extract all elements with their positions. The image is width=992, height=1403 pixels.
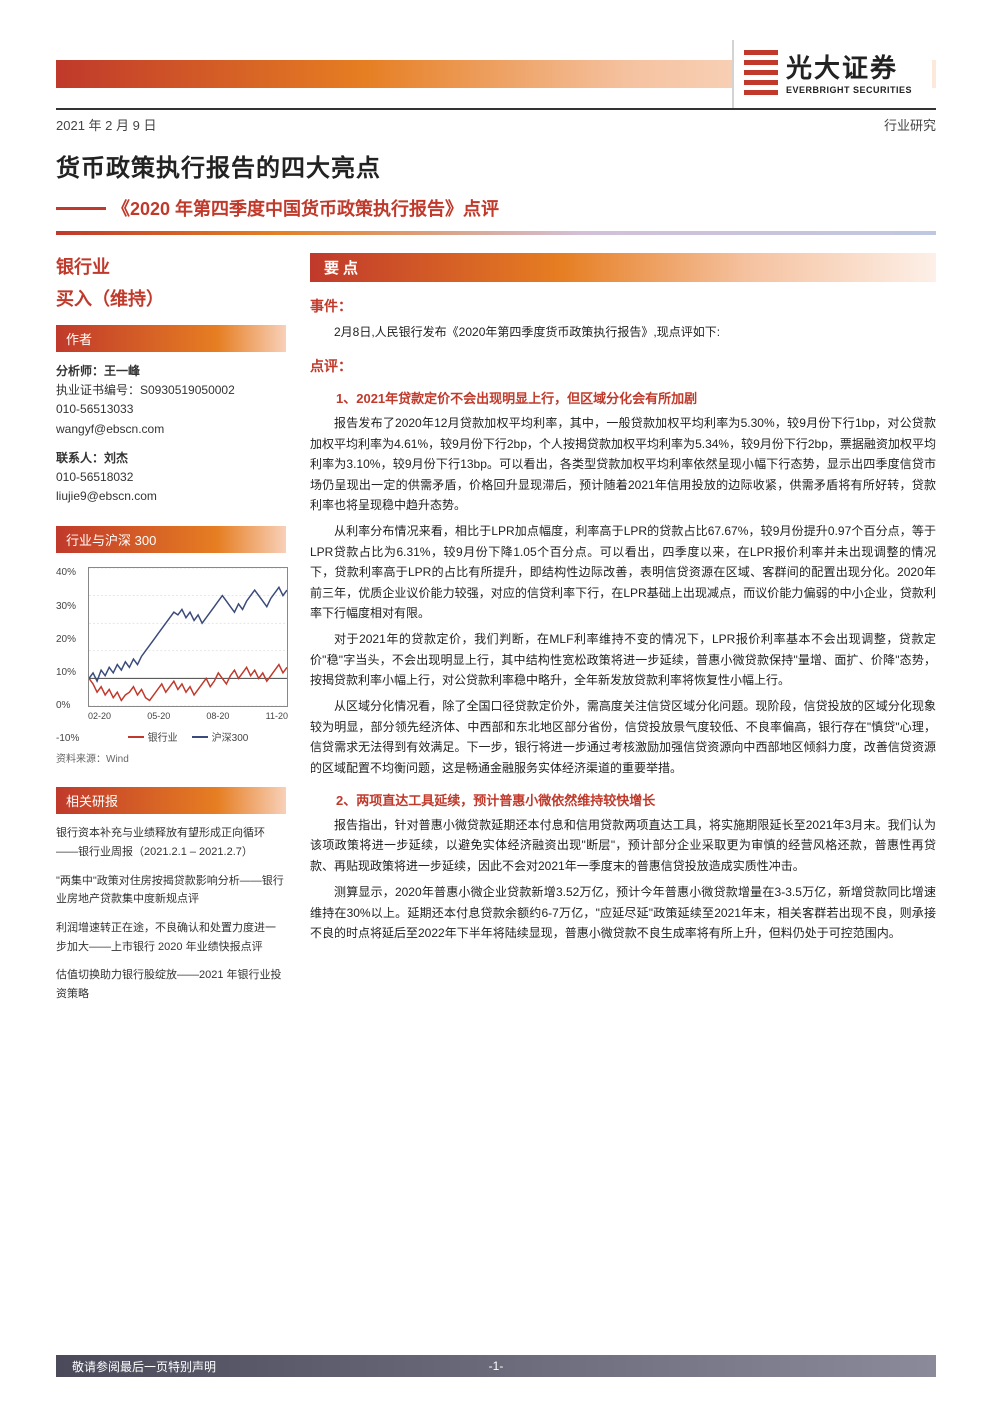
company-logo: 光大证券 EVERBRIGHT SECURITIES <box>732 40 932 110</box>
keypoints-bar: 要点 <box>310 253 936 282</box>
comment-label: 点评： <box>310 356 936 376</box>
rating-label: 买入（维持） <box>56 285 286 311</box>
logo-glyph-icon <box>744 50 778 100</box>
body-paragraph: 对于2021年的贷款定价，我们判断，在MLF利率维持不变的情况下，LPR报价利率… <box>310 629 936 690</box>
event-text: 2月8日,人民银行发布《2020年第四季度货币政策执行报告》,现点评如下: <box>310 322 936 342</box>
industry-label: 银行业 <box>56 253 286 279</box>
logo-text-cn: 光大证券 <box>786 55 912 81</box>
body-paragraph: 从区域分化情况看，除了全国口径贷款定价外，需高度关注信贷区域分化问题。现阶段，信… <box>310 696 936 778</box>
sidebar: 银行业 买入（维持） 作者 分析师：王一峰执业证书编号：S09305190500… <box>56 253 286 1014</box>
footer-page-number: -1- <box>489 1355 504 1377</box>
report-title: 货币政策执行报告的四大亮点 <box>56 148 936 183</box>
chart-x-axis: 02-2005-2008-2011-20 <box>88 711 288 721</box>
body-paragraph: 测算显示，2020年普惠小微企业贷款新增3.52万亿，预计今年普惠小微贷款增量在… <box>310 882 936 943</box>
body-paragraph: 报告发布了2020年12月贷款加权平均利率，其中，一般贷款加权平均利率为5.30… <box>310 413 936 515</box>
author-list: 分析师：王一峰执业证书编号：S0930519050002010-56513033… <box>56 362 286 506</box>
chart-section-bar: 行业与沪深 300 <box>56 526 286 553</box>
related-reports-bar: 相关研报 <box>56 787 286 814</box>
performance-chart <box>88 567 288 707</box>
footer-disclaimer: 敬请参阅最后一页特别声明 <box>72 1358 216 1375</box>
report-date: 2021 年 2 月 9 日 <box>56 115 156 134</box>
related-reports-list: 银行资本补充与业绩释放有望形成正向循环——银行业周报（2021.2.1 – 20… <box>56 824 286 1004</box>
header-meta: 2021 年 2 月 9 日 行业研究 <box>56 115 936 134</box>
logo-text-en: EVERBRIGHT SECURITIES <box>786 85 912 96</box>
chart-legend: 银行业沪深300 <box>88 729 288 744</box>
chart-y-axis: 40%30%20%10%0%-10% <box>56 567 79 744</box>
doc-type: 行业研究 <box>884 115 936 134</box>
title-underline <box>56 231 936 235</box>
body-paragraph: 从利率分布情况来看，相比于LPR加点幅度，利率高于LPR的贷款占比67.67%，… <box>310 521 936 623</box>
event-label: 事件： <box>310 296 936 316</box>
point-title: 1、2021年贷款定价不会出现明显上行，但区域分化会有所加剧 <box>336 388 936 407</box>
author-section-bar: 作者 <box>56 325 286 352</box>
body-paragraph: 报告指出，针对普惠小微贷款延期还本付息和信用贷款两项直达工具，将实施期限延长至2… <box>310 815 936 876</box>
title-sub-bar <box>56 207 106 210</box>
main-content: 要点 事件： 2月8日,人民银行发布《2020年第四季度货币政策执行报告》,现点… <box>310 253 936 1014</box>
header-underline <box>56 108 936 110</box>
point-title: 2、两项直达工具延续，预计普惠小微依然维持较快增长 <box>336 790 936 809</box>
chart-source: 资料来源：Wind <box>56 750 286 765</box>
report-subtitle: 《2020 年第四季度中国货币政策执行报告》点评 <box>112 195 499 221</box>
